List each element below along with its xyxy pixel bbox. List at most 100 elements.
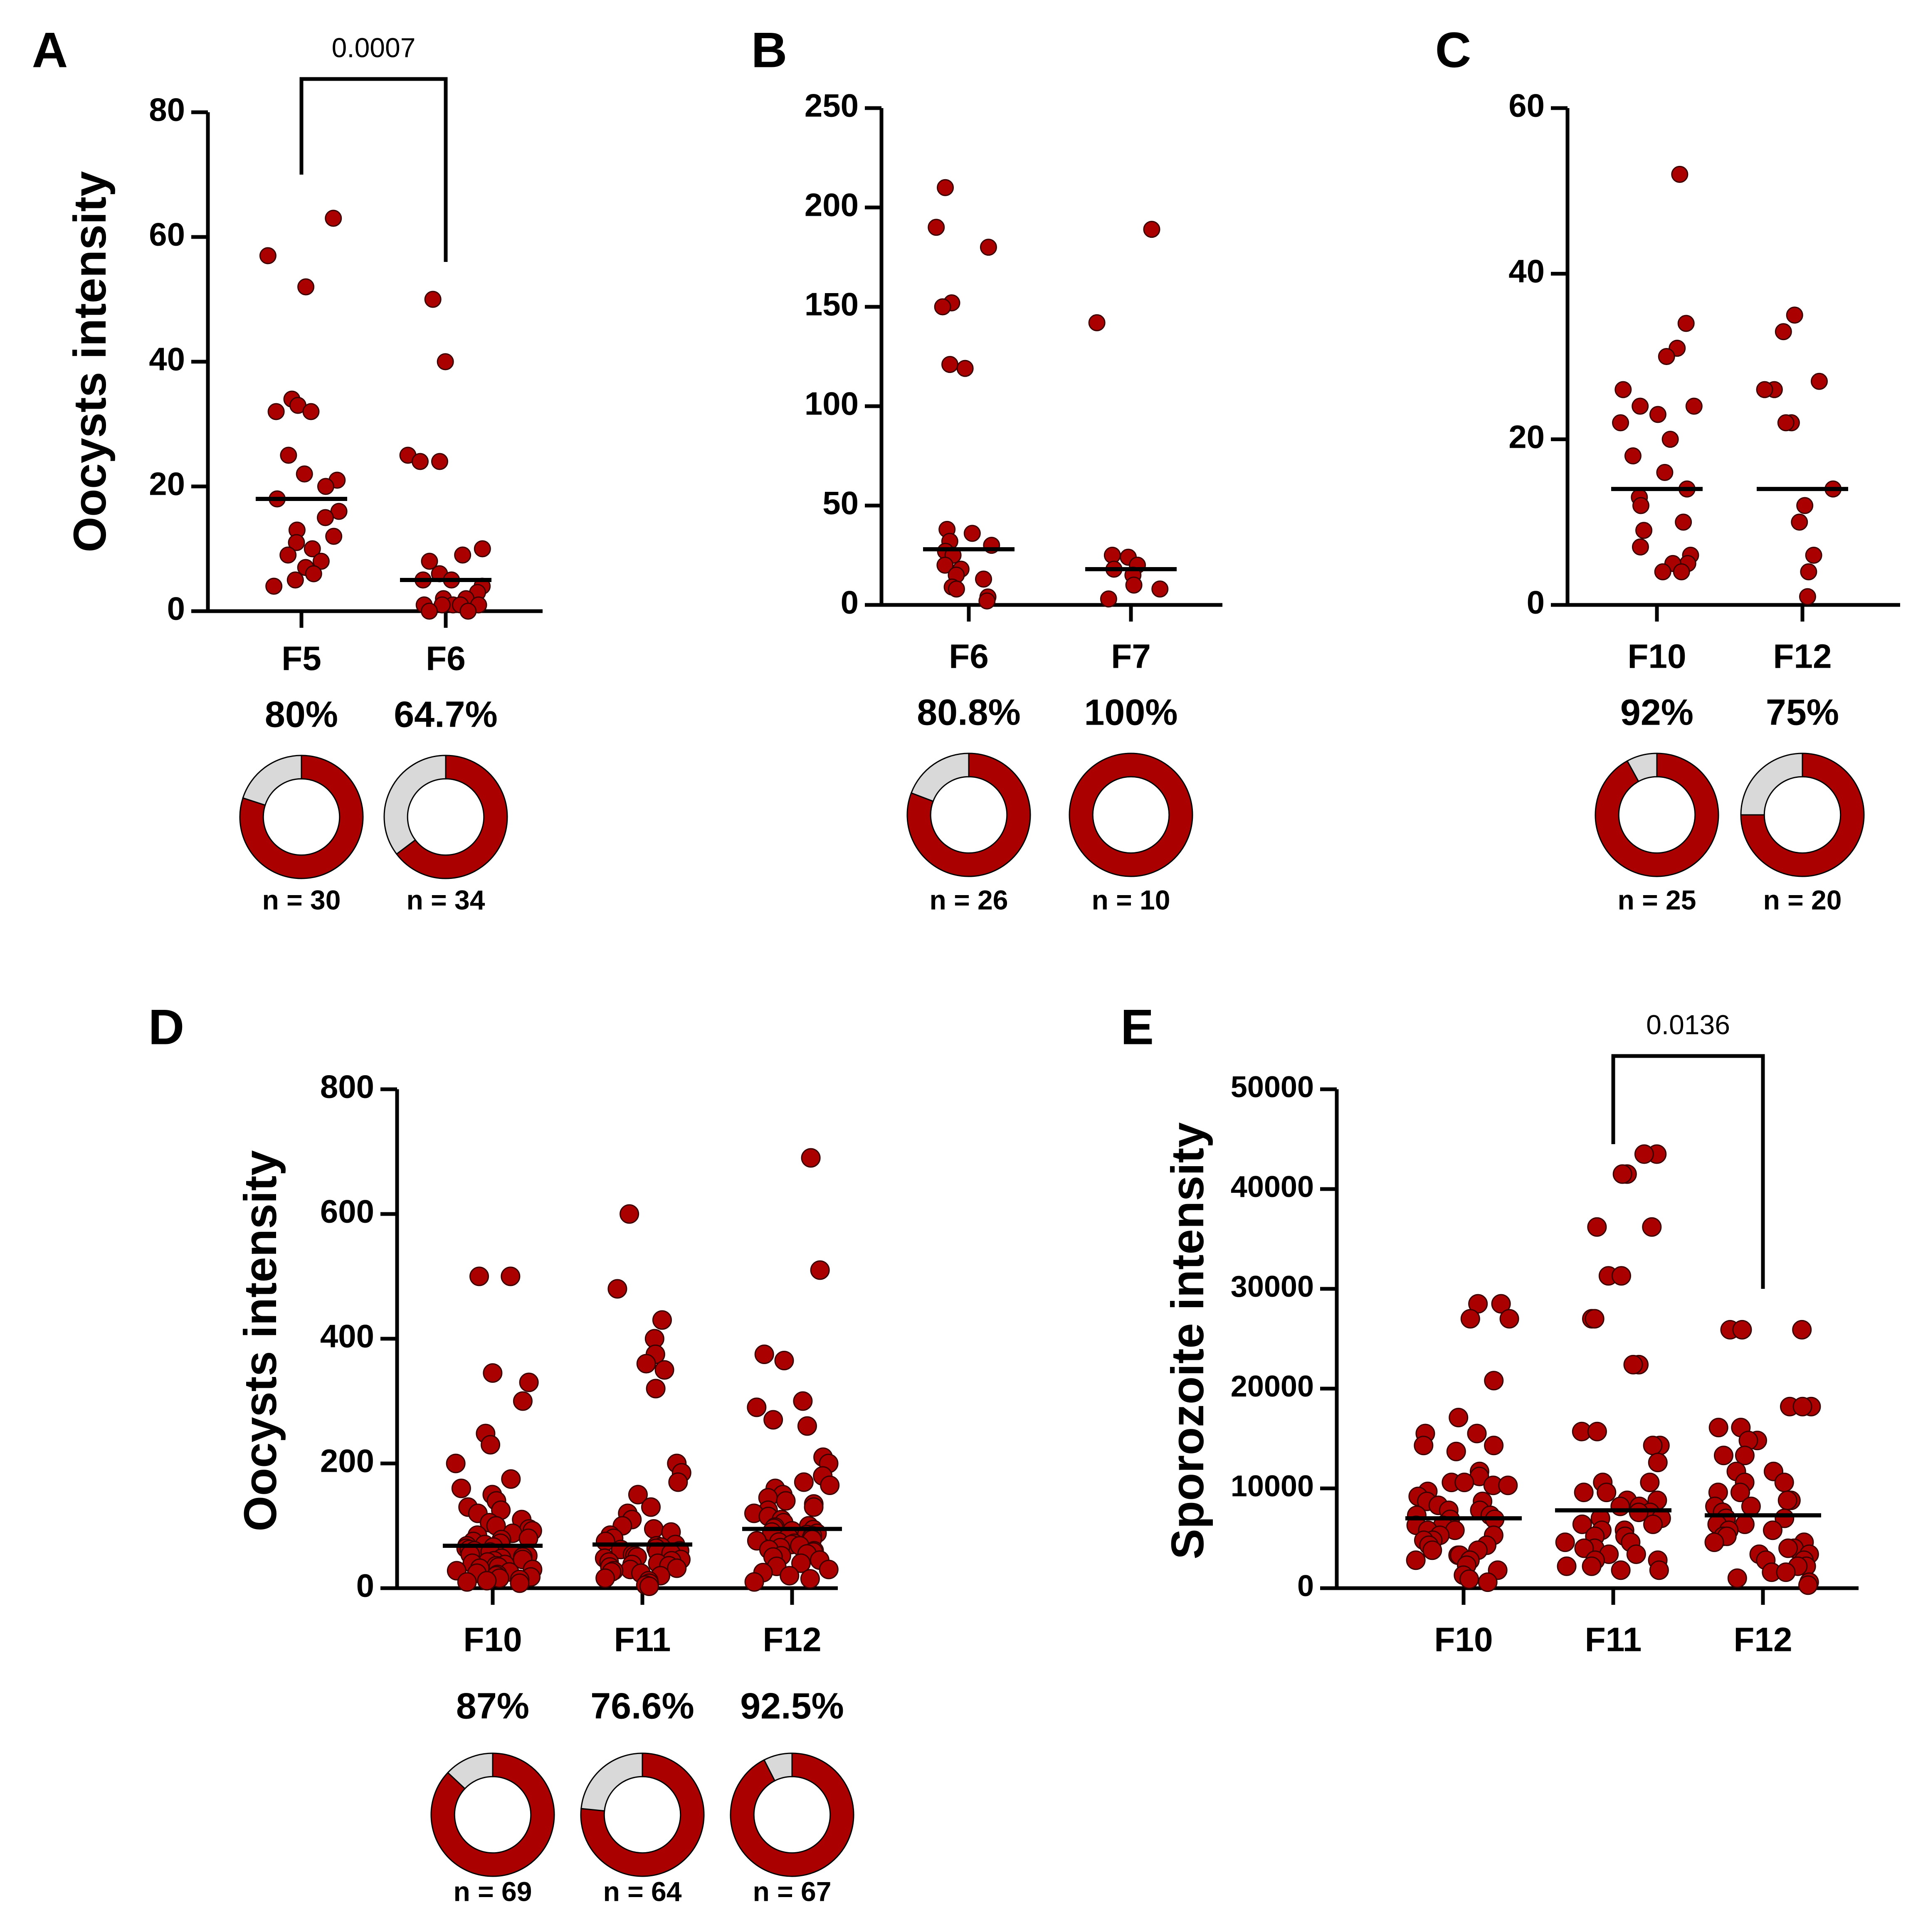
- donut-infected-slice: [1595, 753, 1719, 877]
- series-F11: [1555, 1144, 1671, 1580]
- panel-letter: B: [751, 22, 787, 78]
- data-point: [607, 1279, 627, 1299]
- data-point: [1610, 1496, 1630, 1516]
- donut-uninfected-slice: [763, 1752, 793, 1782]
- y-tick-label: 100: [805, 385, 859, 422]
- data-point: [1632, 497, 1649, 514]
- data-point: [1643, 1436, 1663, 1456]
- data-point: [302, 403, 320, 420]
- data-point: [1491, 1294, 1511, 1314]
- data-point: [431, 453, 448, 470]
- data-point: [937, 179, 954, 196]
- data-point: [437, 353, 454, 370]
- sample-size-label: n = 10: [1092, 884, 1170, 915]
- prevalence-percent: 76.6%: [590, 1685, 694, 1726]
- y-tick-label: 40: [1508, 253, 1545, 289]
- data-point: [325, 528, 343, 545]
- data-point: [513, 1391, 533, 1411]
- data-point: [1635, 522, 1653, 539]
- y-tick-label: 30000: [1231, 1270, 1314, 1303]
- data-point: [628, 1485, 648, 1505]
- data-point: [1798, 1575, 1818, 1595]
- x-tick-label: F12: [1773, 638, 1832, 676]
- data-point: [312, 553, 330, 570]
- sample-size-label: n = 30: [262, 884, 341, 915]
- data-point: [652, 1310, 672, 1330]
- y-tick-label: 0: [356, 1567, 374, 1604]
- data-point: [519, 1372, 539, 1392]
- data-point: [754, 1345, 774, 1364]
- panel-letter: D: [148, 999, 185, 1055]
- data-point: [1708, 1418, 1728, 1438]
- data-point: [1414, 1436, 1434, 1456]
- y-tick-label: 400: [320, 1318, 374, 1355]
- data-point: [1763, 1520, 1782, 1540]
- data-point: [1151, 580, 1169, 598]
- y-tick-label: 200: [805, 187, 859, 223]
- data-point: [956, 360, 974, 377]
- data-point: [1704, 1532, 1724, 1552]
- data-point: [279, 546, 297, 564]
- data-point: [948, 580, 965, 598]
- data-point: [791, 1553, 811, 1573]
- data-point: [1741, 1496, 1761, 1516]
- data-point: [1810, 373, 1828, 390]
- data-point: [481, 1435, 501, 1455]
- donut-uninfected-slice: [1626, 753, 1658, 782]
- data-point: [1656, 464, 1674, 481]
- data-point: [797, 1416, 817, 1436]
- data-point: [457, 1572, 477, 1592]
- data-point: [267, 403, 285, 420]
- prevalence-donut: [1595, 753, 1719, 877]
- data-point: [1673, 563, 1690, 580]
- significance-bracket: [1611, 1054, 1765, 1289]
- data-point: [1467, 1424, 1487, 1443]
- donut-uninfected-slice: [447, 1752, 494, 1790]
- data-point: [819, 1559, 839, 1579]
- data-point: [1730, 1483, 1750, 1503]
- prevalence-donut: [1740, 753, 1865, 877]
- data-point: [1572, 1514, 1592, 1534]
- data-point: [317, 509, 334, 526]
- data-point: [477, 1571, 497, 1591]
- series-F5: [259, 210, 348, 595]
- data-point: [641, 1497, 661, 1517]
- data-point: [1649, 1560, 1669, 1580]
- y-tick-label: 600: [320, 1193, 374, 1230]
- data-point: [1484, 1436, 1504, 1456]
- data-point: [296, 465, 313, 483]
- series-F12: [744, 1148, 840, 1592]
- x-tick-label: F11: [1585, 1621, 1642, 1659]
- data-point: [801, 1148, 821, 1168]
- data-point: [1100, 590, 1117, 608]
- y-axis-label: Sporozoite intensity: [1162, 1122, 1213, 1559]
- sample-size-label: n = 67: [753, 1876, 832, 1907]
- data-point: [451, 1478, 471, 1498]
- sample-size-label: n = 64: [603, 1876, 682, 1907]
- data-point: [1778, 1538, 1798, 1558]
- y-tick-label: 0: [1527, 584, 1545, 621]
- series-F6: [399, 291, 491, 620]
- data-point: [776, 1491, 796, 1511]
- data-point: [1574, 1483, 1594, 1503]
- data-point: [1640, 1473, 1660, 1493]
- data-point: [744, 1572, 764, 1592]
- data-point: [1791, 513, 1808, 531]
- x-tick-label: F10: [1627, 638, 1686, 676]
- data-point: [1449, 1408, 1469, 1428]
- data-point: [1756, 381, 1773, 398]
- prevalence-donut: [383, 755, 508, 879]
- data-point: [1612, 414, 1629, 432]
- panel-E: E 0 10000 20000 30000 40000 50000 Sporozoite in…: [1121, 999, 1859, 1659]
- data-point: [595, 1568, 615, 1588]
- data-point: [810, 1260, 830, 1280]
- data-point: [305, 565, 322, 582]
- panel-D: D 0 200 400 600 800 Oocysts intensity F10 F11 F12…: [148, 999, 854, 1907]
- y-tick-label: 50: [822, 485, 859, 521]
- donut-infected-slice: [906, 753, 1031, 877]
- data-point: [483, 1363, 503, 1383]
- prevalence-percent: 64.7%: [394, 693, 498, 735]
- donut-uninfected-slice: [1740, 753, 1803, 816]
- y-tick-label: 250: [805, 87, 859, 124]
